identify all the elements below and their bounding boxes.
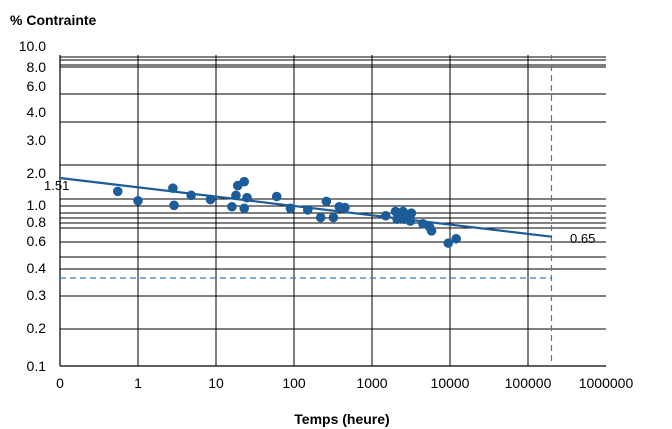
data-point xyxy=(285,203,296,214)
x-tick-label: 1 xyxy=(134,375,142,391)
x-tick-label: 100 xyxy=(282,375,306,391)
data-point xyxy=(340,202,350,213)
annotation-start-value: 1.51 xyxy=(44,178,69,193)
data-point xyxy=(112,186,123,197)
y-tick-label: 0.3 xyxy=(27,287,47,303)
data-point xyxy=(239,176,250,187)
data-point xyxy=(239,203,250,214)
y-tick-label: 1.0 xyxy=(27,197,47,213)
x-tick-label: 10000 xyxy=(431,375,470,391)
y-tick-label: 0.6 xyxy=(27,233,47,249)
tick-labels: 0 1 10 100 1000 10000 100000 1000000 10.0 8.0 6.0 4… xyxy=(19,38,634,391)
y-axis-label: % Contrainte xyxy=(10,12,97,28)
data-point xyxy=(186,190,196,201)
data-point xyxy=(426,226,437,236)
reference-lines xyxy=(60,55,553,366)
y-tick-label: 0.8 xyxy=(27,214,47,230)
y-tick-label: 3.0 xyxy=(27,132,47,148)
data-point xyxy=(168,183,178,193)
data-point xyxy=(443,238,454,248)
data-point xyxy=(328,212,339,223)
data-point xyxy=(406,208,417,218)
data-point xyxy=(302,205,313,215)
y-tick-label: 8.0 xyxy=(27,59,47,75)
y-tick-label: 0.4 xyxy=(27,260,47,276)
data-point xyxy=(231,190,241,201)
data-point xyxy=(169,200,179,211)
data-point xyxy=(242,192,252,203)
data-point xyxy=(380,210,391,221)
y-tick-label: 0.2 xyxy=(27,320,47,336)
data-point xyxy=(133,195,143,206)
data-point xyxy=(271,191,282,202)
data-point xyxy=(205,194,216,205)
y-tick-label: 0.1 xyxy=(27,358,47,374)
x-tick-label: 10 xyxy=(208,375,224,391)
x-tick-label: 100000 xyxy=(505,375,552,391)
x-tick-label: 0 xyxy=(56,375,64,391)
grid xyxy=(59,55,606,367)
y-tick-label: 4.0 xyxy=(27,104,47,120)
data-points xyxy=(112,176,461,248)
x-axis-label: Temps (heure) xyxy=(294,411,389,427)
x-tick-label: 1000 xyxy=(356,375,387,391)
annotation-end-value: 0.65 xyxy=(570,231,595,246)
data-point xyxy=(227,201,237,212)
data-point xyxy=(321,196,332,207)
data-point xyxy=(315,212,326,223)
y-tick-label: 2.0 xyxy=(27,165,47,181)
x-tick-label: 1000000 xyxy=(579,375,634,391)
y-tick-label: 10.0 xyxy=(19,38,46,54)
y-tick-label: 6.0 xyxy=(27,78,47,94)
data-point xyxy=(405,216,416,226)
data-point xyxy=(451,233,461,244)
